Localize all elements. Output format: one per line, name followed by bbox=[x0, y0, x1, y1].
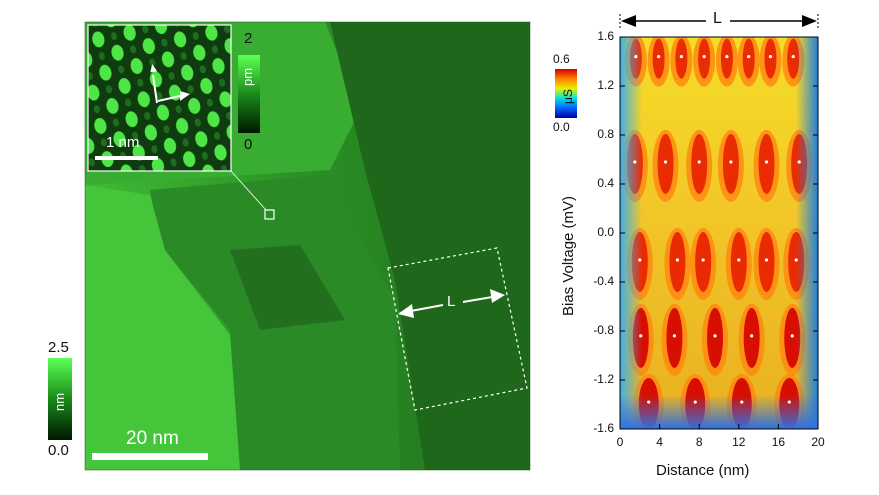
marked-point bbox=[790, 334, 794, 338]
marked-point bbox=[737, 258, 741, 262]
inset-location-box bbox=[264, 209, 275, 220]
marked-point bbox=[750, 334, 754, 338]
marked-point bbox=[713, 334, 717, 338]
marked-point bbox=[697, 160, 701, 164]
x-tick-label: 20 bbox=[811, 435, 825, 449]
terrace-step bbox=[230, 245, 345, 330]
map-intensity-peak bbox=[666, 307, 683, 368]
line-cut-label: L bbox=[447, 293, 456, 310]
map-intensity-peak bbox=[695, 231, 712, 292]
map-intensity-peak bbox=[720, 38, 733, 79]
x-tick-label: 0 bbox=[616, 435, 624, 449]
map-intensity-peak bbox=[764, 38, 777, 79]
marked-point bbox=[794, 258, 798, 262]
y-axis-title: Bias Voltage (mV) bbox=[560, 195, 577, 316]
marked-point bbox=[791, 55, 795, 59]
marked-point bbox=[647, 400, 651, 404]
map-intensity-peak bbox=[657, 133, 674, 194]
inset-image bbox=[87, 24, 232, 172]
marked-point bbox=[740, 400, 744, 404]
map-intensity-peak bbox=[742, 38, 755, 79]
marked-point bbox=[672, 334, 677, 338]
marked-point bbox=[638, 258, 642, 262]
height-colorbar bbox=[48, 358, 72, 440]
terrace-bright-left bbox=[85, 185, 240, 470]
inset-scale-bar-label: 1 nm bbox=[106, 134, 140, 151]
height-colorbar-min: 0.0 bbox=[48, 442, 69, 459]
marked-point bbox=[764, 160, 769, 164]
marked-point bbox=[701, 258, 705, 262]
x-tick-label: 4 bbox=[656, 435, 663, 449]
marked-point bbox=[693, 400, 697, 404]
y-tick-label: -1.6 bbox=[593, 421, 614, 435]
marked-point bbox=[663, 160, 668, 164]
marked-point bbox=[633, 160, 637, 164]
y-tick-label: 0.0 bbox=[597, 225, 614, 239]
map-intensity-peak bbox=[675, 38, 688, 79]
map-intensity-peak bbox=[669, 231, 686, 292]
map-intensity-peak bbox=[722, 133, 739, 194]
y-tick-label: 1.2 bbox=[597, 78, 614, 92]
y-tick-label: 1.6 bbox=[597, 29, 614, 43]
scale-bar-label: 20 nm bbox=[126, 428, 179, 449]
y-tick-label: -0.4 bbox=[593, 274, 614, 288]
map-intensity-peak bbox=[730, 231, 747, 292]
map-intensity-peak bbox=[698, 38, 711, 79]
marked-point bbox=[764, 258, 769, 262]
map-intensity-peak bbox=[758, 133, 775, 194]
y-tick-label: -0.8 bbox=[593, 323, 614, 337]
marked-point bbox=[725, 55, 729, 59]
map-top-marker-label: L bbox=[713, 10, 722, 27]
marked-point bbox=[729, 160, 733, 164]
line-cut-region bbox=[387, 247, 528, 411]
x-tick-label: 12 bbox=[732, 435, 746, 449]
x-tick-label: 16 bbox=[771, 435, 786, 449]
marked-point bbox=[747, 55, 751, 59]
inset-colorbar-min: 0 bbox=[244, 136, 253, 153]
conductance-colorbar-min: 0.0 bbox=[553, 120, 570, 134]
marked-point bbox=[768, 55, 773, 59]
marked-point bbox=[702, 55, 706, 59]
marked-point bbox=[787, 400, 791, 404]
map-intensity-peak bbox=[691, 133, 708, 194]
scale-bar bbox=[92, 453, 208, 460]
height-colorbar-max: 2.5 bbox=[48, 339, 69, 356]
y-tick-label: -1.2 bbox=[593, 372, 614, 386]
inset-colorbar bbox=[238, 55, 260, 133]
marked-point bbox=[675, 258, 680, 262]
terrace-dark-right bbox=[330, 22, 530, 470]
conductance-colorbar-unit: μS bbox=[561, 89, 575, 104]
marked-point bbox=[657, 55, 661, 59]
inset-colorbar-max: 2 bbox=[244, 30, 253, 47]
map-intensity-peak bbox=[758, 231, 775, 292]
map-intensity-peak bbox=[707, 307, 724, 368]
marked-point bbox=[639, 334, 643, 338]
map-intensity-peak bbox=[743, 307, 760, 368]
map-intensity-peak bbox=[652, 38, 665, 79]
y-tick-label: 0.4 bbox=[597, 176, 614, 190]
x-axis-title: Distance (nm) bbox=[656, 462, 750, 479]
y-tick-label: 0.8 bbox=[597, 127, 614, 141]
conductance-colorbar-max: 0.6 bbox=[553, 52, 570, 66]
conductance-colorbar bbox=[555, 69, 577, 118]
marked-point bbox=[634, 55, 638, 59]
marked-point bbox=[797, 160, 801, 164]
marked-point bbox=[679, 55, 683, 59]
x-tick-label: 8 bbox=[695, 435, 703, 449]
